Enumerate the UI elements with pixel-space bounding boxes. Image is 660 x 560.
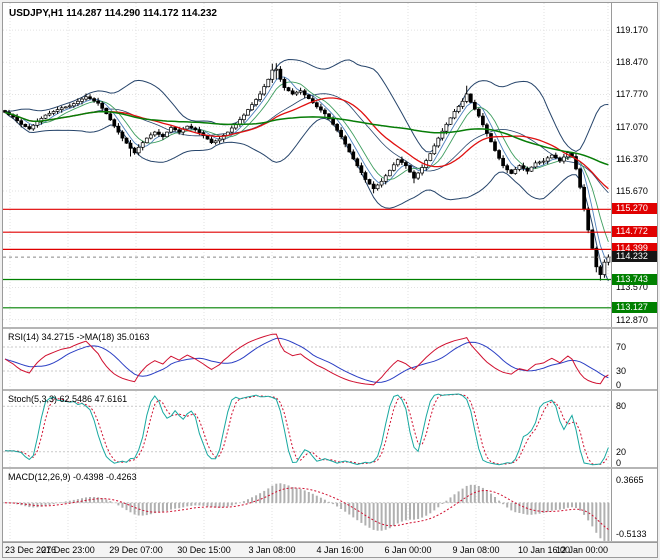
stochastic-scale[interactable]: 80 20 0 [611, 391, 657, 467]
main-chart-panel: 119.170 118.470 117.770 117.070 116.370 115.6… [3, 3, 657, 327]
stoch-main-line [4, 393, 609, 466]
rsi-panel: 70 30 0 RSI(14) 34.2715 ->MA(18) 35.0163 [3, 329, 657, 389]
time-label: 30 Dec 15:00 [177, 545, 231, 555]
hline-price-badge: 114.399 [612, 243, 657, 254]
rsi-scale-label: 0 [616, 380, 622, 389]
price-grid-label: 115.670 [616, 186, 648, 196]
main-chart-plot[interactable] [3, 3, 611, 327]
time-label: 27 Dec 23:00 [41, 545, 95, 555]
stochastic-panel: 80 20 0 Stoch(5,3,3) 62.5486 47.6161 [3, 391, 657, 467]
panel-separator[interactable] [3, 467, 657, 469]
candles [3, 63, 611, 281]
hline-price-badge: 113.743 [612, 274, 657, 285]
macd-signal-line [4, 487, 609, 530]
time-label: 9 Jan 08:00 [452, 545, 500, 555]
time-axis[interactable]: 23 Dec 2016 27 Dec 23:00 29 Dec 07:00 30 De… [3, 542, 657, 557]
macd-label: MACD(12,26,9) -0.4398 -0.4263 [8, 472, 137, 482]
time-label: 12 Jan 00:00 [555, 545, 608, 555]
panel-separator [3, 541, 657, 542]
stoch-scale-label: 20 [616, 447, 627, 457]
time-label: 23 Dec 2016 [5, 545, 57, 555]
price-grid-label: 112.870 [616, 315, 648, 325]
stoch-scale-label: 0 [616, 458, 622, 467]
price-grid-label: 119.170 [616, 25, 648, 35]
macd-panel: 0.3665 -0.5133 MACD(12,26,9) -0.4398 -0.4… [3, 469, 657, 541]
price-grid-label: 118.470 [616, 57, 648, 67]
price-grid-label: 113.570 [616, 282, 648, 292]
stochastic-label: Stoch(5,3,3) 62.5486 47.6161 [8, 394, 128, 404]
macd-scale-label: -0.5133 [616, 529, 647, 539]
slow-ma-green [4, 110, 609, 166]
rsi-plot[interactable] [3, 329, 611, 389]
fast-ma-blue [4, 76, 609, 263]
time-label: 29 Dec 07:00 [109, 545, 163, 555]
price-grid-label: 116.370 [616, 154, 648, 164]
rsi-line [4, 333, 609, 386]
main-price-scale[interactable]: 119.170 118.470 117.770 117.070 116.370 115.6… [611, 3, 657, 327]
bollinger-upper-band [4, 58, 609, 153]
stoch-scale-label: 80 [616, 401, 627, 411]
macd-scale-label: 0.3665 [616, 475, 644, 485]
price-grid-label: 117.770 [616, 89, 648, 99]
rsi-scale-label: 70 [616, 342, 627, 352]
macd-plot[interactable] [3, 469, 611, 541]
fast-ma-green [4, 81, 609, 243]
chart-grid [3, 3, 611, 327]
rsi-scale[interactable]: 70 30 0 [611, 329, 657, 389]
rsi-ma-line [4, 337, 609, 383]
bollinger-lower-band [4, 112, 609, 282]
time-label: 3 Jan 08:00 [248, 545, 296, 555]
macd-histogram [8, 483, 610, 541]
panel-separator[interactable] [3, 389, 657, 391]
stochastic-plot[interactable] [3, 391, 611, 467]
stoch-signal-line [4, 393, 609, 465]
time-label: 6 Jan 00:00 [384, 545, 432, 555]
rsi-label: RSI(14) 34.2715 ->MA(18) 35.0163 [8, 332, 150, 342]
hline-price-badge: 115.270 [612, 203, 657, 214]
current-price-badge: 114.232 [612, 251, 657, 262]
time-label: 10 Jan 16:00 [517, 545, 571, 555]
horizontal-level-lines [3, 208, 611, 309]
hline-price-badge: 113.127 [612, 302, 657, 313]
stoch-grid [9, 391, 609, 467]
price-grid-label: 117.070 [616, 122, 648, 132]
time-label: 4 Jan 16:00 [316, 545, 364, 555]
bollinger-middle-band [4, 93, 609, 194]
rsi-scale-label: 30 [616, 366, 627, 376]
macd-scale[interactable]: 0.3665 -0.5133 [611, 469, 657, 541]
panel-separator[interactable] [3, 327, 657, 329]
hline-price-badge: 114.772 [612, 226, 657, 237]
chart-title: USDJPY,H1 114.287 114.290 114.172 114.23… [9, 8, 217, 19]
